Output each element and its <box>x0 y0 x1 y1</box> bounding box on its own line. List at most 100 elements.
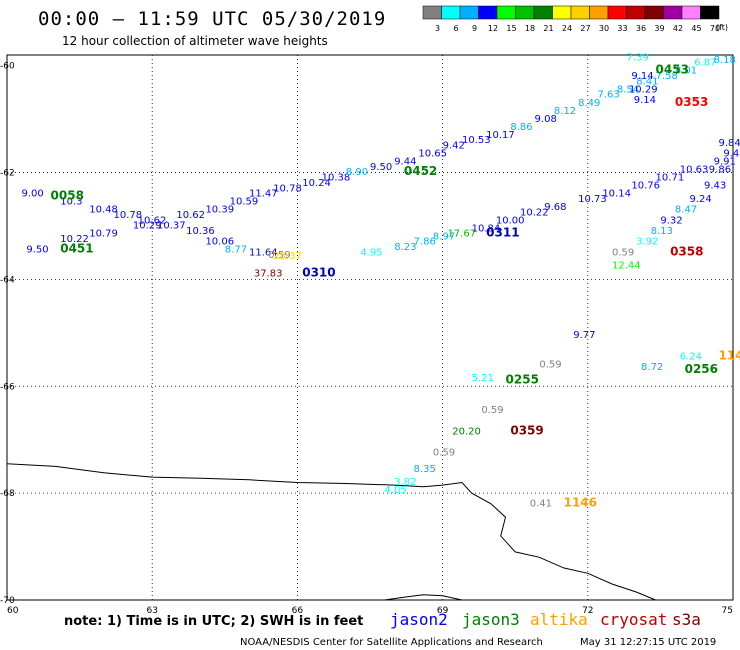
wave-height-value: 9.00 <box>22 189 44 200</box>
wave-height-value: 11.47 <box>249 189 278 200</box>
wave-height-value: 10.29 <box>133 221 162 232</box>
wave-height-value: 10.65 <box>418 149 447 160</box>
wave-height-value: 8.41 <box>636 76 658 87</box>
page-subtitle: 12 hour collection of altimeter wave hei… <box>62 34 328 48</box>
wave-height-value: 12.44 <box>612 261 641 272</box>
scale-tick-label: 36 <box>636 24 646 33</box>
wave-height-value: 17.67 <box>447 229 476 240</box>
latitude-tick-label: -64 <box>0 275 15 285</box>
map-border <box>6 54 734 601</box>
wave-height-value: 9.50 <box>370 162 392 173</box>
longitude-labels: 60 63 66 69 72 75 <box>7 606 733 616</box>
wave-height-value: 8.47 <box>675 205 697 216</box>
coastline-main <box>6 463 656 601</box>
scale-tick-label: 33 <box>617 24 627 33</box>
pass-time-labels: 0058 0451 0310 0452 0453 0353 0311 0358 0255 0256… <box>51 63 740 510</box>
wave-height-value: 9.42 <box>443 141 465 152</box>
page-title: 00:00 – 11:59 UTC 05/30/2019 <box>38 8 386 30</box>
latitude-tick-label: -68 <box>0 489 15 499</box>
pass-time-label: 0256 <box>685 362 718 376</box>
wave-height-value: 7.39 <box>627 52 649 63</box>
mission-legend-jason2: jason2 <box>390 610 448 629</box>
scale-swatch <box>533 5 553 20</box>
wave-height-value: 10.62 <box>176 210 205 221</box>
latitude-tick-label: -62 <box>0 169 15 179</box>
wave-height-color-scale: 3 6 9 12 15 18 21 24 27 30 33 36 39 42 45 70 <box>422 5 720 33</box>
wave-height-value: 0.41 <box>530 498 552 509</box>
footer-note: note: 1) Time is in UTC; 2) SWH is in fe… <box>64 614 363 629</box>
wave-height-value: 10.22 <box>60 234 89 245</box>
pass-time-label: 1145 <box>718 349 740 363</box>
wave-height-value: 10.22 <box>520 207 549 218</box>
wave-height-value: 0.59 <box>268 250 290 261</box>
wave-height-value: 10.73 <box>578 194 607 205</box>
wave-height-value: 10.53 <box>462 135 491 146</box>
wave-height-value: 9.91 <box>714 157 736 168</box>
scale-tick-label: 18 <box>525 24 535 33</box>
scale-tick-label: 3 <box>435 24 440 33</box>
map-frame <box>6 54 734 601</box>
wave-height-value: 9.44 <box>394 157 416 168</box>
wave-height-value: 0.59 <box>539 360 561 371</box>
longitude-tick-label: 63 <box>146 606 157 616</box>
longitude-tick-label: 69 <box>437 606 449 616</box>
wave-height-value: 9.50 <box>26 245 48 256</box>
latitude-tick-label: -60 <box>0 62 15 72</box>
wave-height-value: 10.24 <box>302 178 331 189</box>
longitude-tick-label: 75 <box>722 606 733 616</box>
wave-height-value: 37.83 <box>254 269 283 280</box>
scale-tick-label: 70 <box>710 24 720 33</box>
wave-height-value: 9.14 <box>634 95 656 106</box>
scale-unit-label: (ft) <box>716 23 728 32</box>
scale-swatch <box>700 5 720 20</box>
scale-tick-label: 15 <box>506 24 516 33</box>
wave-height-value: 8.18 <box>714 55 736 66</box>
mission-legend-altika: altika <box>530 610 588 629</box>
graticule-grid <box>7 55 733 600</box>
wave-height-value: 0.59 <box>433 448 455 459</box>
scale-swatch <box>681 5 701 20</box>
wave-height-value: 10.63 <box>680 165 709 176</box>
wave-height-value: 8.23 <box>394 242 416 253</box>
scale-tick-label: 30 <box>599 24 609 33</box>
wave-height-value: 7.63 <box>597 90 619 101</box>
footer-timestamp: May 31 12:27:15 UTC 2019 <box>580 637 716 648</box>
wave-height-value: 8.72 <box>641 362 663 373</box>
wave-height-value: 10.39 <box>205 205 234 216</box>
wave-height-value: 10.59 <box>230 197 259 208</box>
pass-time-label: 0310 <box>302 266 335 280</box>
wave-height-value: 0.59 <box>612 247 634 258</box>
scale-tick-label: 27 <box>580 24 590 33</box>
wave-height-value: 10.78 <box>113 210 142 221</box>
scale-swatch <box>552 5 572 20</box>
coastline <box>6 463 656 601</box>
wave-height-value: 4.95 <box>360 247 382 258</box>
wave-height-value: 8.13 <box>651 226 673 237</box>
scale-swatch <box>478 5 498 20</box>
wave-height-value: 9.49 <box>723 149 740 160</box>
scale-swatch <box>570 5 590 20</box>
wave-height-value: 9.77 <box>573 330 595 341</box>
wave-height-value: 5.21 <box>472 373 494 384</box>
pass-time-label: 0255 <box>506 373 539 387</box>
wave-height-value: 9.86 <box>709 165 731 176</box>
wave-height-value: 4.05 <box>385 485 407 496</box>
scale-swatch <box>589 5 609 20</box>
pass-time-label: 1146 <box>564 495 597 509</box>
wave-height-value: 10.29 <box>629 84 658 95</box>
scale-swatch <box>459 5 479 20</box>
scale-tick-label: 21 <box>543 24 553 33</box>
scale-swatch <box>663 5 683 20</box>
wave-height-value: 10.62 <box>138 215 167 226</box>
wave-height-value: 8.12 <box>554 106 576 117</box>
mission-legend: jason2 jason3 altika cryosat s3a <box>390 610 701 629</box>
wave-height-value: 10.00 <box>496 215 525 226</box>
pass-time-label: 0453 <box>656 63 689 77</box>
wave-height-value: 3.82 <box>394 477 416 488</box>
scale-swatch <box>496 5 516 20</box>
longitude-tick-label: 60 <box>7 606 19 616</box>
footer-credit: NOAA/NESDIS Center for Satellite Applica… <box>240 637 543 648</box>
wave-height-value: 10.17 <box>486 130 515 141</box>
wave-height-value: 9.08 <box>535 114 557 125</box>
